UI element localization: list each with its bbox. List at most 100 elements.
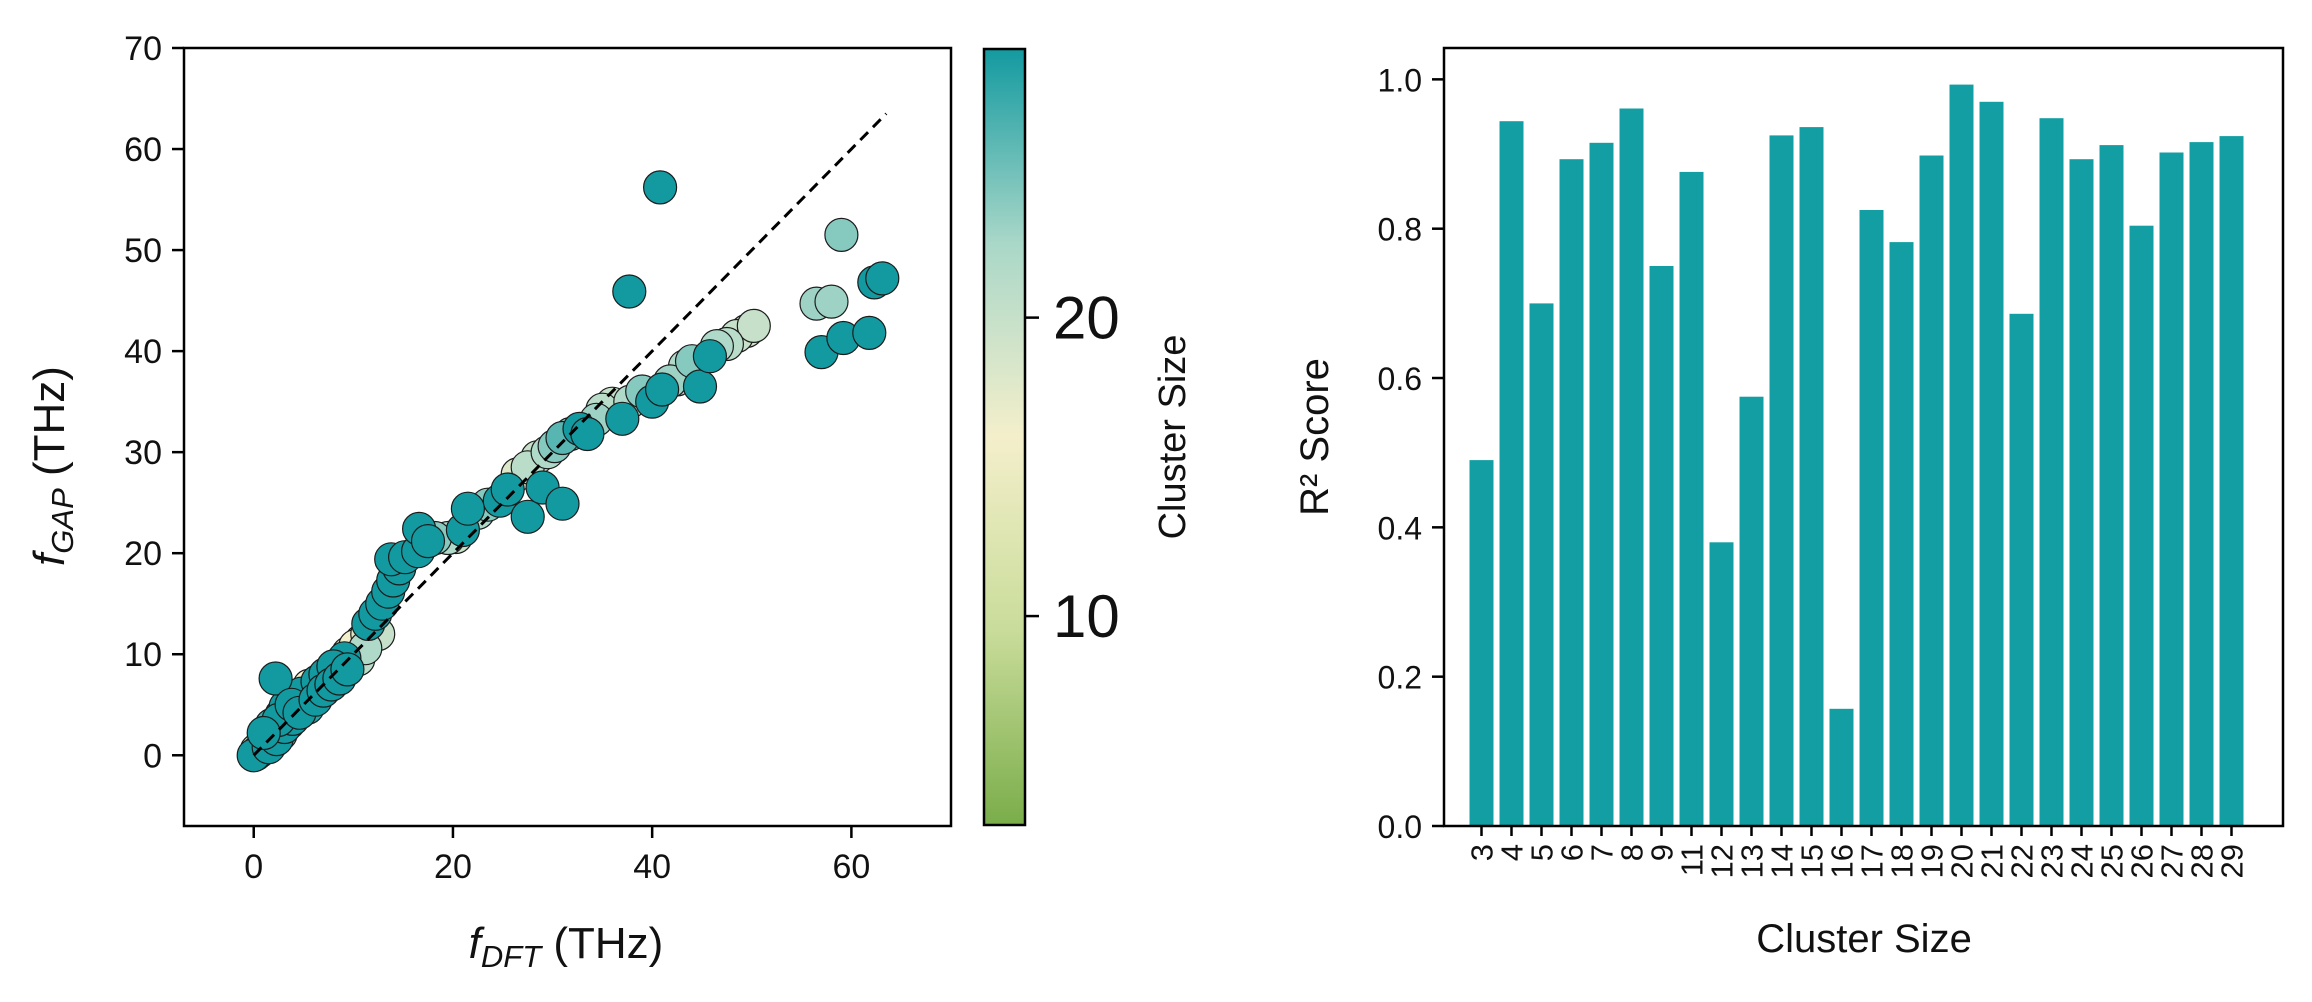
scatter-x-tick-label: 40: [633, 848, 671, 886]
scatter-chart: 0 20 40 60 0 10 20 30 40 50 60 70 fDFT (THz) fGAP …: [25, 30, 953, 974]
bar-x-tick-label: 11: [1675, 844, 1710, 876]
bar: [2129, 225, 2154, 826]
scatter-y-tick-label: 50: [124, 232, 162, 270]
scatter-y-tick-label: 10: [124, 636, 162, 674]
bar-x-tick-label: 23: [2035, 844, 2070, 878]
scatter-points: [236, 170, 900, 773]
bar: [1559, 159, 1584, 826]
bar: [1589, 142, 1614, 827]
bar-x-tick-label: 26: [2125, 844, 2160, 878]
bar: [1829, 708, 1854, 826]
bar-x-tick-label: 7: [1585, 844, 1620, 861]
bar-y-ticks: 0.0 0.2 0.4 0.6 0.8 1.0: [1378, 62, 1444, 845]
bar-y-tick-label: 0.6: [1378, 361, 1422, 397]
colorbar-label: Cluster Size: [1152, 335, 1194, 540]
bar: [1529, 303, 1554, 826]
bar: [1979, 101, 2004, 827]
bar: [2189, 142, 2214, 827]
bar-x-tick-label: 5: [1525, 844, 1560, 861]
bar-x-ticks: 3456789111213141516171819202122232425262…: [1465, 826, 2250, 878]
scatter-point: [736, 308, 771, 343]
bar-x-tick-label: 4: [1495, 844, 1530, 861]
bar-x-tick-label: 18: [1885, 844, 1920, 878]
bar-x-tick-label: 15: [1795, 844, 1830, 878]
bar: [1949, 84, 1974, 827]
colorbar: 10 20 Cluster Size: [982, 47, 1194, 827]
scatter-y-ticks: 0 10 20 30 40 50 60 70: [124, 30, 184, 775]
scatter-point: [545, 486, 580, 521]
scatter-point: [490, 472, 525, 507]
scatter-x-tick-label: 20: [434, 848, 472, 886]
bar-x-tick-label: 16: [1825, 844, 1860, 878]
bar-series: [1469, 84, 2244, 827]
scatter-point: [612, 274, 647, 309]
bar-x-tick-label: 17: [1855, 844, 1890, 878]
scatter-point: [605, 401, 640, 436]
bar-x-axis-title: Cluster Size: [1756, 917, 1972, 961]
bar: [2219, 136, 2244, 827]
bar: [1709, 542, 1734, 826]
bar-x-tick-label: 27: [2155, 844, 2190, 878]
bar: [1919, 155, 1944, 826]
bar-x-tick-label: 8: [1615, 844, 1650, 861]
colorbar-gradient: [982, 47, 1027, 827]
bar: [1649, 266, 1674, 826]
bar-x-tick-label: 19: [1915, 844, 1950, 878]
scatter-point: [852, 315, 887, 350]
scatter-y-tick-label: 20: [124, 535, 162, 573]
bar-y-tick-label: 0.0: [1378, 809, 1422, 845]
scatter-x-tick-label: 60: [832, 848, 870, 886]
bar-x-tick-label: 25: [2095, 844, 2130, 878]
scatter-plot-frame: [182, 46, 953, 828]
bar: [1799, 127, 1824, 827]
bar-y-tick-label: 0.8: [1378, 212, 1422, 248]
bar: [2099, 145, 2124, 827]
scatter-y-tick-label: 70: [124, 30, 162, 68]
scatter-point: [570, 416, 605, 452]
scatter-y-tick-label: 40: [124, 333, 162, 371]
bar-x-tick-label: 22: [2005, 844, 2040, 878]
scatter-point: [510, 499, 545, 534]
colorbar-ticks: 10 20: [1025, 285, 1120, 650]
scatter-point: [814, 284, 849, 319]
scatter-x-ticks: 0 20 40 60: [244, 826, 870, 886]
bar-chart: 0.0 0.2 0.4 0.6 0.8 1.0 345678911121314151617…: [1293, 46, 2285, 961]
scatter-point: [682, 369, 718, 404]
bar-x-tick-label: 6: [1555, 844, 1590, 861]
bar-x-tick-label: 14: [1765, 844, 1800, 878]
scatter-y-axis-title: fGAP (THz): [25, 366, 80, 566]
colorbar-tick-label: 20: [1053, 285, 1120, 352]
scatter-x-tick-label: 0: [244, 848, 263, 886]
scatter-y-tick-label: 60: [124, 131, 162, 169]
bar-plot-frame: [1442, 46, 2285, 828]
bar-x-tick-label: 3: [1465, 844, 1500, 861]
bar-y-tick-label: 0.4: [1378, 510, 1422, 546]
scatter-point: [410, 523, 446, 559]
bar: [2039, 118, 2064, 826]
bar-x-tick-label: 21: [1975, 844, 2010, 878]
scatter-point: [642, 170, 678, 205]
scatter-point: [246, 715, 281, 751]
bar-x-tick-label: 20: [1945, 844, 1980, 878]
scatter-y-tick-label: 30: [124, 434, 162, 472]
bar: [1889, 242, 1914, 827]
bar-x-tick-label: 28: [2185, 844, 2220, 878]
scatter-y-tick-label: 0: [143, 737, 162, 775]
scatter-point: [865, 261, 900, 296]
bar: [1679, 171, 1704, 826]
bar: [1859, 210, 1884, 826]
bar: [1769, 135, 1794, 826]
scatter-point: [330, 652, 365, 687]
scatter-point: [450, 491, 485, 526]
scatter-point: [644, 372, 680, 407]
colorbar-tick-label: 10: [1053, 583, 1120, 650]
bar: [1469, 460, 1494, 826]
bar-y-tick-label: 1.0: [1378, 62, 1422, 98]
scatter-x-axis-title: fDFT (THz): [469, 919, 664, 974]
bar: [1499, 121, 1524, 826]
bar: [2069, 159, 2094, 826]
bar-y-tick-label: 0.2: [1378, 660, 1422, 696]
bar-x-tick-label: 24: [2065, 844, 2100, 878]
bar: [2009, 313, 2034, 826]
